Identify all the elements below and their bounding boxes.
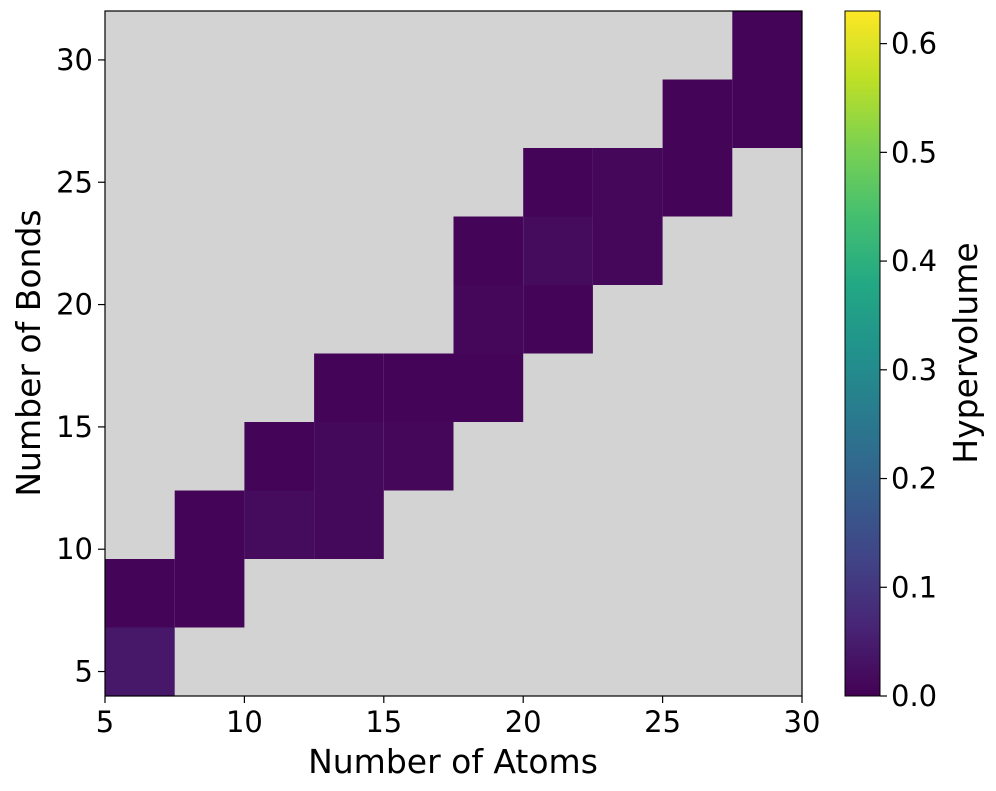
heatmap-cell	[592, 216, 663, 285]
x-tick-label: 10	[226, 705, 263, 739]
heatmap-cell	[314, 490, 384, 559]
x-tick-label: 25	[644, 705, 681, 739]
heatmap-cell	[314, 422, 384, 491]
heatmap-cell	[383, 353, 454, 422]
colorbar-tick-label: 0.0	[891, 679, 937, 713]
colorbar-tick-label: 0.6	[891, 27, 937, 61]
heatmap-cell	[453, 216, 524, 285]
y-axis-ticks: 5 10 15 20 25 30	[56, 43, 105, 689]
y-axis-label: Number of Bonds	[9, 209, 48, 496]
heatmap-cell	[523, 216, 593, 285]
x-tick-label: 30	[784, 705, 821, 739]
heatmap-cell	[453, 285, 524, 354]
heatmap-cell	[523, 148, 593, 217]
heatmap-cell	[453, 353, 524, 422]
colorbar-tick-label: 0.3	[891, 353, 937, 387]
colorbar-tick-label: 0.1	[891, 570, 937, 604]
y-tick-label: 10	[56, 532, 93, 566]
heatmap-cell	[523, 285, 593, 354]
colorbar-tick-label: 0.4	[891, 244, 937, 278]
heatmap-cell	[592, 148, 663, 217]
heatmap-cell	[662, 148, 733, 217]
heatmap-cell	[244, 490, 315, 559]
heatmap-cell	[732, 11, 802, 80]
colorbar	[844, 10, 881, 697]
heatmap-cell	[105, 627, 175, 696]
x-tick-label: 20	[505, 705, 542, 739]
x-tick-label: 5	[96, 705, 114, 739]
x-axis-ticks: 5 10 15 20 25 30	[96, 696, 821, 739]
heatmap-cell	[662, 79, 733, 148]
y-tick-label: 15	[56, 410, 93, 444]
heatmap-cell	[732, 79, 802, 148]
heatmap-cell	[174, 559, 245, 628]
heatmap-cell	[383, 422, 454, 491]
y-tick-label: 20	[56, 288, 93, 322]
colorbar-ticks: 0.0 0.1 0.2 0.3 0.4 0.5 0.6	[880, 27, 937, 713]
heatmap-cells	[105, 11, 802, 696]
colorbar-label: Hypervolume	[946, 242, 985, 463]
colorbar-tick-label: 0.2	[891, 462, 937, 496]
y-tick-label: 5	[75, 655, 93, 689]
colorbar-tick-label: 0.5	[891, 135, 937, 169]
plot-frame	[104, 10, 803, 697]
heatmap-cell	[174, 490, 245, 559]
heatmap-cell	[105, 559, 175, 628]
heatmap-cell	[244, 422, 315, 491]
heatmap-cell	[314, 353, 384, 422]
y-tick-label: 30	[56, 43, 93, 77]
x-axis-label: Number of Atoms	[308, 742, 598, 781]
y-tick-label: 25	[56, 165, 93, 199]
x-tick-label: 15	[365, 705, 402, 739]
